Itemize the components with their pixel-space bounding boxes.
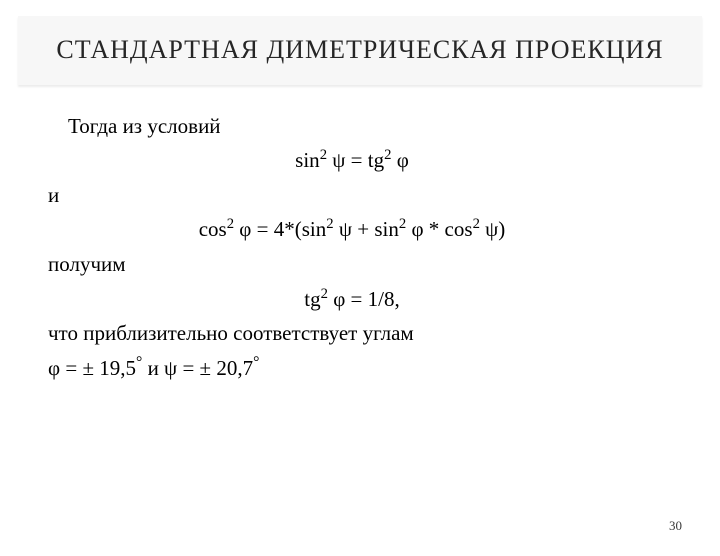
equation-3: tg2 φ = 1/8, bbox=[48, 282, 656, 317]
angle-part: φ = ± 19,5 bbox=[48, 356, 136, 380]
degree-symbol: ° bbox=[253, 354, 259, 371]
superscript: 2 bbox=[227, 216, 234, 232]
eq-part: φ bbox=[391, 148, 408, 172]
angle-part: и ψ = ± 20,7 bbox=[142, 356, 253, 380]
eq-part: sin bbox=[295, 148, 320, 172]
eq-part: ψ = tg bbox=[327, 148, 384, 172]
superscript: 2 bbox=[326, 216, 333, 232]
superscript: 2 bbox=[321, 286, 328, 302]
superscript: 2 bbox=[473, 216, 480, 232]
line-text: Тогда из условий bbox=[68, 109, 221, 144]
eq-part: ψ + sin bbox=[334, 217, 399, 241]
eq-part: tg bbox=[304, 287, 320, 311]
line-text: и bbox=[48, 178, 656, 213]
eq-part: ψ) bbox=[480, 217, 505, 241]
eq-part: φ * cos bbox=[406, 217, 472, 241]
equation-2: cos2 φ = 4*(sin2 ψ + sin2 φ * cos2 ψ) bbox=[48, 212, 656, 247]
eq-part: φ = 1/8, bbox=[328, 287, 400, 311]
page-number: 30 bbox=[669, 518, 682, 534]
title-band: СТАНДАРТНАЯ ДИМЕТРИЧЕСКАЯ ПРОЕКЦИЯ bbox=[18, 16, 702, 85]
line-angles: φ = ± 19,5° и ψ = ± 20,7° bbox=[48, 351, 656, 386]
slide-title: СТАНДАРТНАЯ ДИМЕТРИЧЕСКАЯ ПРОЕКЦИЯ bbox=[28, 34, 692, 67]
slide-body: Тогда из условий sin2 ψ = tg2 φ и cos2 φ… bbox=[0, 85, 720, 386]
line-text: что приблизительно соответствует углам bbox=[48, 316, 656, 351]
superscript: 2 bbox=[320, 147, 327, 163]
eq-part: cos bbox=[199, 217, 227, 241]
equation-1: sin2 ψ = tg2 φ bbox=[48, 143, 656, 178]
eq-part: φ = 4*(sin bbox=[234, 217, 326, 241]
line-text: получим bbox=[48, 247, 656, 282]
bullet-line: Тогда из условий bbox=[48, 109, 656, 144]
